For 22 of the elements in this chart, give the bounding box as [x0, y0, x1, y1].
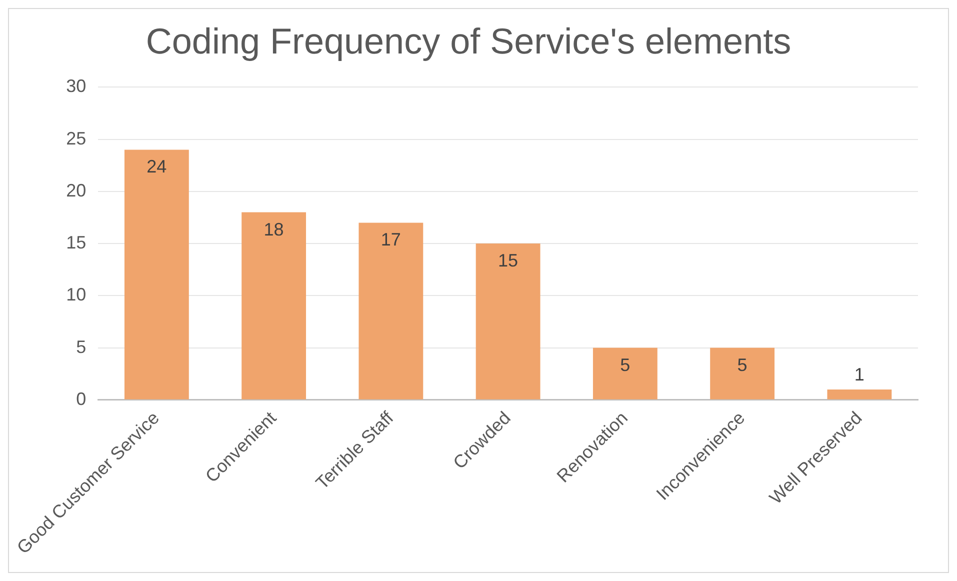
y-tick-label: 5: [76, 336, 86, 357]
bar: [124, 150, 189, 400]
data-label: 17: [380, 230, 401, 250]
y-tick-label: 25: [66, 128, 86, 148]
data-label: 15: [498, 250, 518, 271]
data-label: 5: [620, 354, 630, 375]
bar: [710, 348, 775, 400]
data-label: 18: [264, 219, 284, 240]
y-tick-label: 30: [66, 76, 86, 96]
data-label: 1: [854, 364, 864, 384]
data-label: 24: [146, 156, 167, 177]
bar: [592, 348, 658, 400]
data-label: 5: [737, 354, 748, 375]
bar: [827, 389, 892, 400]
bar: [242, 212, 306, 400]
bar: [358, 222, 424, 400]
y-tick-label: 20: [66, 180, 86, 200]
chart-title: Coding Frequency of Service's elements: [146, 20, 792, 62]
y-tick-label: 15: [66, 232, 86, 253]
bar: [476, 244, 540, 400]
y-tick-label: 0: [76, 388, 86, 409]
y-tick-label: 10: [66, 284, 86, 305]
